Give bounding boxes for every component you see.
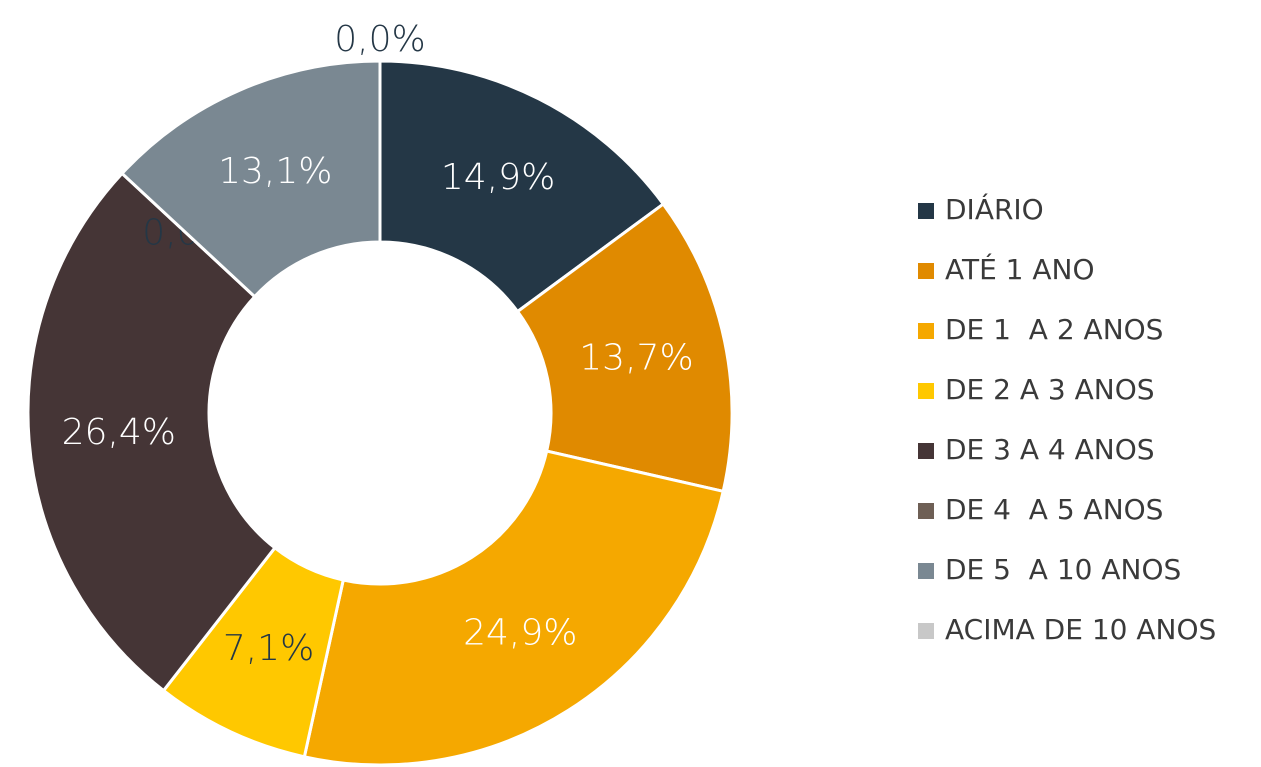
legend-label: DE 1 A 2 ANOS	[945, 313, 1163, 346]
legend-swatch	[918, 443, 934, 459]
legend-swatch	[918, 383, 934, 399]
data-label: 7,1%	[223, 628, 314, 669]
legend-swatch	[918, 203, 934, 219]
donut-slice	[26, 171, 277, 693]
legend-label: DE 5 A 10 ANOS	[945, 553, 1181, 586]
legend-label: DIÁRIO	[945, 192, 1044, 226]
legend-label: ACIMA DE 10 ANOS	[945, 613, 1216, 646]
donut-slice	[378, 59, 666, 314]
legend-label: DE 2 A 3 ANOS	[945, 373, 1155, 406]
donut-slice	[119, 59, 382, 299]
legend-swatch	[918, 263, 934, 279]
legend-swatch	[918, 503, 934, 519]
legend-label: DE 4 A 5 ANOS	[945, 493, 1163, 526]
data-label: 24,9%	[463, 612, 577, 653]
data-label: 13,1%	[218, 151, 332, 192]
data-label: 14,9%	[441, 157, 555, 198]
legend-label: DE 3 A 4 ANOS	[945, 433, 1155, 466]
data-label: 0,0%	[334, 19, 425, 60]
data-label: 13,7%	[579, 338, 693, 379]
donut-slice	[302, 449, 725, 767]
legend-swatch	[918, 563, 934, 579]
legend-swatch	[918, 323, 934, 339]
legend-swatch	[918, 623, 934, 639]
legend-label: ATÉ 1 ANO	[945, 252, 1095, 286]
data-label: 26,4%	[62, 412, 176, 453]
donut-slice	[515, 201, 734, 494]
